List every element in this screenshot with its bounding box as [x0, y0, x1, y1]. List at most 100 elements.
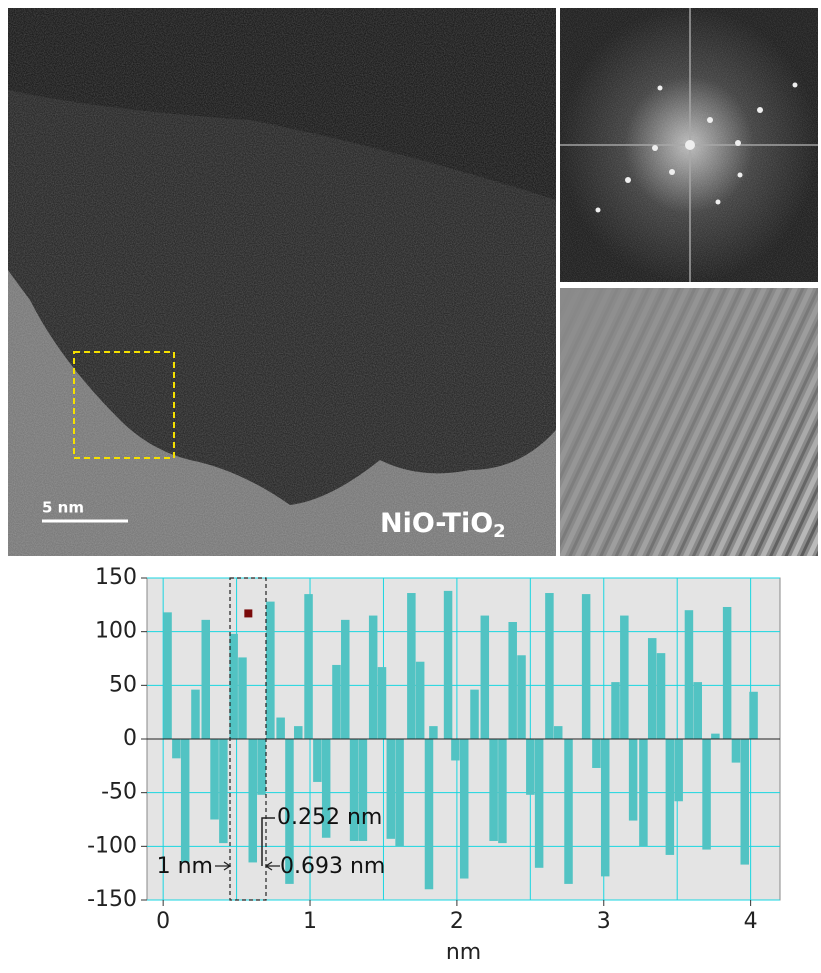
fft-spot: [596, 208, 601, 213]
bar: [172, 739, 181, 758]
bar: [620, 616, 629, 739]
bar: [304, 594, 313, 739]
bar: [629, 739, 638, 821]
bar: [407, 593, 416, 739]
bar: [210, 739, 219, 820]
bar: [508, 622, 517, 739]
bar: [201, 620, 210, 739]
bar: [181, 739, 190, 862]
fft-spot: [685, 140, 695, 150]
bar: [248, 739, 257, 862]
sample-label-subscript: 2: [493, 521, 506, 542]
y-tick-label: 100: [95, 619, 137, 644]
x-tick-label: 3: [597, 909, 611, 934]
fft-spot: [738, 173, 743, 178]
bar: [723, 607, 732, 739]
fft-spot: [625, 177, 631, 183]
bar: [219, 739, 228, 843]
bar: [238, 657, 247, 739]
bar: [657, 653, 666, 739]
bar: [648, 638, 657, 739]
tem-image: 5 nm NiO-TiO2: [8, 8, 556, 556]
bar: [163, 612, 172, 739]
fft-spot: [716, 200, 721, 205]
bar: [582, 594, 591, 739]
scale-bar-label: 5 nm: [42, 499, 84, 517]
bar: [732, 739, 741, 763]
bar: [395, 739, 404, 846]
bar: [470, 690, 479, 739]
bar: [545, 593, 554, 739]
bar: [369, 616, 378, 739]
bar: [266, 602, 275, 739]
fft-spot: [669, 169, 675, 175]
profile-chart: 150 100 50 0 -50 -100 -150 0 1 2 3 4 0.252 nm 1 nm 0.6…: [87, 565, 780, 965]
annotation: 0.693 nm: [280, 854, 385, 879]
x-tick-label: 0: [156, 909, 170, 934]
fft-spot: [652, 145, 658, 151]
bar: [378, 667, 387, 739]
y-tick-label: 150: [95, 565, 137, 590]
bar: [601, 739, 610, 876]
tem-texture: [8, 8, 556, 556]
bar: [429, 726, 438, 739]
bar: [387, 739, 396, 839]
marker: [244, 609, 252, 617]
bar: [749, 692, 758, 739]
fft-image: [560, 8, 818, 282]
bar: [276, 718, 285, 739]
bar: [535, 739, 544, 868]
bar: [711, 734, 720, 739]
y-tick-label: -50: [101, 780, 137, 805]
x-tick-label: 2: [450, 909, 464, 934]
ifft-fade: [560, 288, 818, 556]
y-tick-label: 0: [123, 726, 137, 751]
x-tick-label: 1: [303, 909, 317, 934]
fft-spot: [658, 86, 663, 91]
annotation: 0.252 nm: [277, 805, 382, 830]
fft-spot: [793, 83, 798, 88]
bar: [611, 682, 620, 739]
x-tick-label: 4: [744, 909, 758, 934]
bar: [460, 739, 469, 879]
fft-spot: [735, 140, 741, 146]
bar: [489, 739, 498, 841]
bar: [517, 655, 526, 739]
sample-label: NiO-TiO2: [380, 508, 506, 543]
y-tick-label: -150: [87, 887, 137, 912]
bar: [481, 616, 490, 739]
bar: [498, 739, 507, 843]
y-tick-label: -100: [87, 833, 137, 858]
figure: 5 nm NiO-TiO2 150100500-50-100-150012340…: [0, 0, 821, 969]
bar: [674, 739, 683, 801]
x-axis-label: nm: [446, 940, 481, 965]
page: 5 nm NiO-TiO2 150100500-50-100-150012340…: [0, 0, 821, 973]
ifft-image: [560, 288, 818, 556]
bar: [332, 665, 341, 739]
bar: [416, 662, 425, 739]
bar: [313, 739, 322, 782]
sample-label-main: NiO-TiO: [380, 508, 493, 539]
bar: [741, 739, 750, 865]
fft-spot: [757, 107, 763, 113]
bar: [639, 739, 648, 846]
bar: [685, 610, 694, 739]
bar: [702, 739, 711, 850]
bar: [592, 739, 601, 768]
bar: [554, 726, 563, 739]
bar: [229, 634, 238, 739]
bar: [526, 739, 535, 795]
bar: [341, 620, 350, 739]
bar: [257, 739, 266, 795]
bar: [191, 690, 200, 739]
bar: [425, 739, 434, 889]
bar: [444, 591, 453, 739]
fft-spot: [707, 117, 713, 123]
bar: [564, 739, 573, 884]
y-tick-label: 50: [109, 672, 137, 697]
bar: [694, 682, 703, 739]
bar: [666, 739, 675, 855]
bar: [294, 726, 303, 739]
annotation: 1 nm: [157, 854, 213, 879]
bar: [451, 739, 460, 760]
